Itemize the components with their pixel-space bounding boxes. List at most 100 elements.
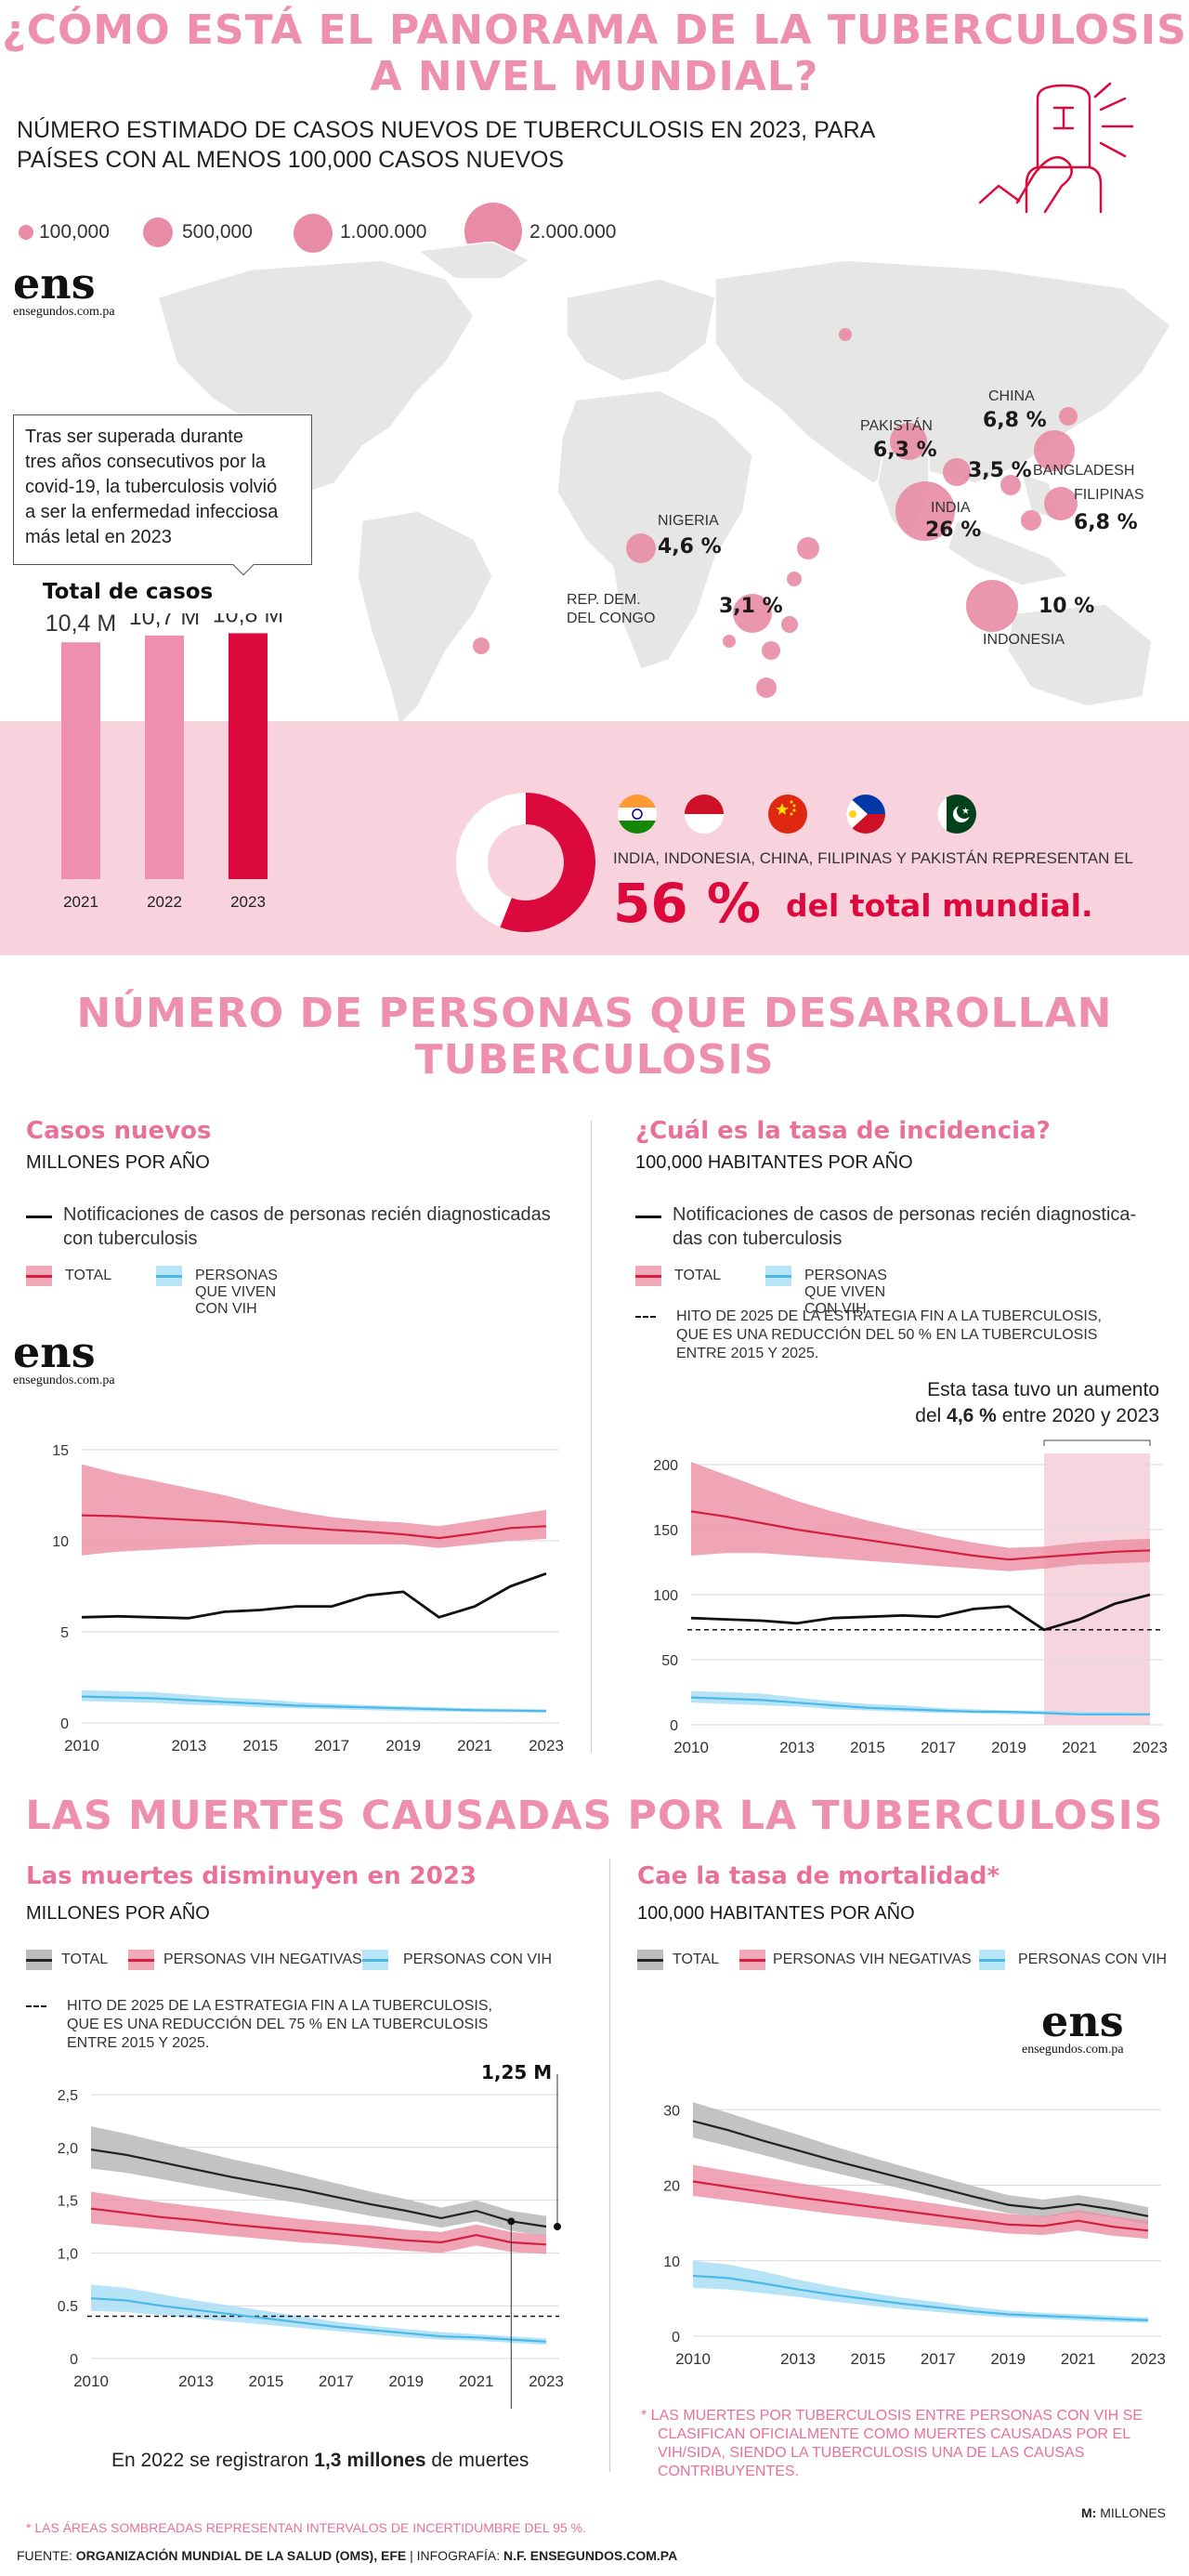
logo-wordmark: ens <box>13 258 96 309</box>
main-title-line2: A NIVEL MUNDIAL? <box>370 53 819 100</box>
deaths-milestone-line1: HITO DE 2025 DE LA ESTRATEGIA FIN A LA T… <box>67 1998 492 2014</box>
legend-total-line-2 <box>635 1275 661 1278</box>
legend-hiv-label-2: PERSONAS QUE VIVEN CON VIH <box>804 1268 887 1317</box>
bubble-pakistan <box>890 423 927 460</box>
millones-text: MILLONES <box>1096 2505 1167 2520</box>
y-tick: 0 <box>60 1716 69 1732</box>
x-tick: 2015 <box>851 2350 886 2368</box>
x-tick: 2023 <box>1132 1739 1168 1756</box>
pink-band <box>0 721 1189 955</box>
legend-circle-100k <box>19 225 33 240</box>
subtitle: NÚMERO ESTIMADO DE CASOS NUEVOS DE TUBER… <box>17 115 875 175</box>
x-tick: 2017 <box>314 1737 349 1755</box>
line-total <box>90 2149 547 2228</box>
incidence-note: Esta tasa tuvo un aumento del 4,6 % entr… <box>836 1377 1159 1429</box>
bar-year-2021: 2021 <box>63 893 98 911</box>
callout-line4: a ser la enfermedad infecciosa <box>25 502 279 522</box>
mortality-footnote-line2: CLASIFICAN OFICIALMENTE COMO MUERTES CAU… <box>658 2426 1131 2442</box>
uncertainty-note: * LAS ÁREAS SOMBREADAS REPRESENTAN INTER… <box>26 2520 586 2535</box>
mortality-footnote-line3: VIH/SIDA, SIENDO LA TUBERCULOSIS UNA DE … <box>658 2445 1085 2461</box>
y-tick: 5 <box>60 1625 69 1641</box>
deaths-milestone-line3: ENTRE 2015 Y 2025. <box>67 2035 210 2051</box>
deaths-legend-hiv: PERSONAS CON VIH <box>403 1952 553 1967</box>
mortality-legend-total-line <box>637 1959 663 1962</box>
x-tick: 2023 <box>1130 2350 1166 2368</box>
deaths-legend: TOTAL PERSONAS VIH NEGATIVAS PERSONAS CO… <box>26 1950 602 1978</box>
mortality-legend-total: TOTAL <box>673 1952 720 1967</box>
label-india: INDIA <box>931 500 971 516</box>
mortality-legend-hiv-line <box>979 1959 1005 1962</box>
new-cases-chart: 0 5 10 15 2010 2013 2015 2017 2019 2021 2023 <box>52 1443 564 1755</box>
bubble-tanzania <box>781 616 798 633</box>
legend-hiv-line <box>156 1275 182 1278</box>
line-total <box>690 1510 1151 1561</box>
label-pakistan: PAKISTÁN <box>860 418 933 434</box>
incidence-unit: 100,000 HABITANTES POR AÑO <box>635 1152 913 1173</box>
incidence-note-bold: 4,6 % <box>947 1405 997 1426</box>
deaths-legend-total-line <box>26 1959 52 1962</box>
label-nigeria: NIGERIA <box>658 513 719 529</box>
x-tick: 2019 <box>991 1739 1026 1756</box>
label-congo-line2: DEL CONGO <box>567 611 656 626</box>
y-tick: 150 <box>653 1523 678 1539</box>
bubble-china-2 <box>1034 430 1075 471</box>
x-tick: 2015 <box>242 1737 278 1755</box>
bubble-china <box>1059 407 1078 426</box>
band-total <box>82 1464 546 1556</box>
legend-dashed-line-icon <box>635 1316 656 1318</box>
logo-2-site: ensegundos.com.pa <box>13 1373 115 1387</box>
source-pre: FUENTE: <box>17 2548 76 2563</box>
source-mid: | INFOGRAFÍA: <box>406 2548 503 2563</box>
line-hiv <box>90 2297 547 2343</box>
subtitle-line2: PAÍSES CON AL MENOS 100,000 CASOS NUEVOS <box>17 147 565 173</box>
millones-bold: M: <box>1081 2505 1097 2520</box>
section3-title: LAS MUERTES CAUSADAS POR LA TUBERCULOSIS <box>25 1793 1164 1839</box>
mortality-title: Cae la tasa de mortalidad* <box>637 1862 1000 1890</box>
label-indonesia: INDONESIA <box>983 632 1065 648</box>
deaths-legend-hiv-line <box>362 1959 388 1962</box>
mortality-footnote-line1: * LAS MUERTES POR TUBERCULOSIS ENTRE PER… <box>641 2408 1143 2424</box>
bar-year-2022: 2022 <box>147 893 182 911</box>
india-flag <box>618 795 657 834</box>
bubble-india <box>895 481 955 541</box>
y-tick: 0 <box>70 2352 78 2368</box>
bubble-congo <box>733 594 772 633</box>
x-tick: 2021 <box>457 1737 492 1755</box>
bar-2021 <box>61 642 100 879</box>
bar-2023 <box>229 633 268 879</box>
highlight-region <box>1044 1453 1150 1725</box>
bar-label-2021: 10,4 M <box>46 613 116 637</box>
bubble-vietnam <box>1021 510 1041 531</box>
x-tick: 2017 <box>921 2350 956 2368</box>
pct-congo: 3,1 % <box>719 595 783 618</box>
legend-hiv-label: PERSONAS QUE VIVEN CON VIH <box>195 1268 278 1317</box>
x-tick: 2013 <box>178 2372 214 2390</box>
bar-2022 <box>145 635 184 879</box>
mortality-chart: 0 10 20 30 2010 2013 2015 2017 2019 2021 2023 <box>663 2102 1166 2368</box>
new-cases-unit: MILLONES POR AÑO <box>26 1152 210 1173</box>
pakistan-flag <box>937 795 976 834</box>
deaths-chart: 0 0.5 1,0 1,5 2,0 2,5 2010 2013 2015 2017 2019 2021… <box>58 2074 564 2409</box>
x-tick: 2019 <box>385 1737 421 1755</box>
x-tick: 2021 <box>459 2372 494 2390</box>
bar-label-2022: 10,7 M <box>129 613 200 630</box>
section2-title: NÚMERO DE PERSONAS QUE DESARROLLAN TUBER… <box>0 991 1189 1084</box>
x-tick: 2017 <box>921 1739 956 1756</box>
x-tick: 2021 <box>1062 1739 1097 1756</box>
mortality-unit: 100,000 HABITANTES POR AÑO <box>637 1903 915 1924</box>
x-tick: 2010 <box>673 1739 709 1756</box>
legend-total-label: TOTAL <box>65 1268 112 1283</box>
x-tick: 2017 <box>319 2372 354 2390</box>
x-tick: 2010 <box>64 1737 99 1755</box>
legend-black-line-icon <box>26 1216 52 1218</box>
callout-line1: Tras ser superada durante <box>25 427 243 447</box>
incidence-note-line1: Esta tasa tuvo un aumento <box>927 1379 1159 1400</box>
x-tick: 2015 <box>850 1739 885 1756</box>
china-flag <box>768 795 807 834</box>
band-total <box>691 1462 1150 1571</box>
label-china: CHINA <box>988 388 1035 404</box>
incidence-note-pre: del <box>915 1405 947 1426</box>
logo-3-site: ensegundos.com.pa <box>1022 2043 1124 2057</box>
line-total <box>692 2120 1149 2217</box>
line-notifications <box>690 1593 1151 1632</box>
